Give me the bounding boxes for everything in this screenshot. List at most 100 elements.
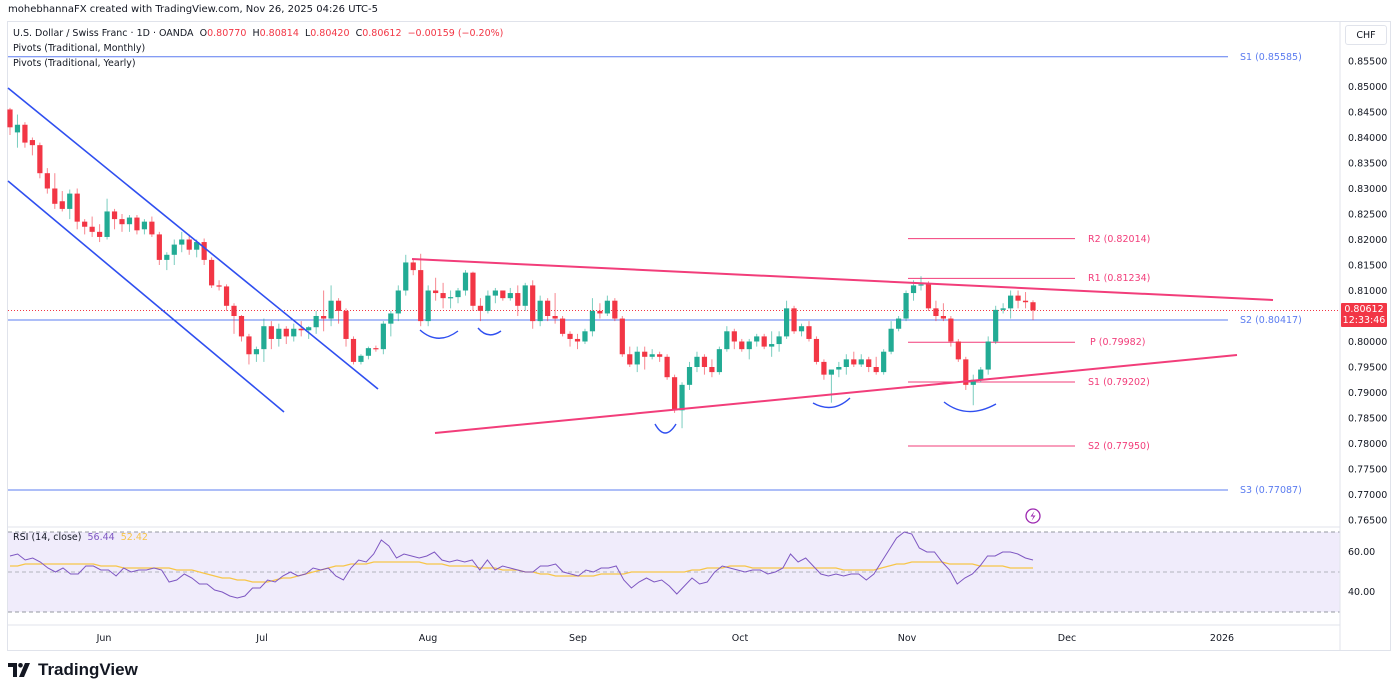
candle-up[interactable]: [276, 328, 282, 339]
candle-down[interactable]: [111, 211, 118, 220]
candle-down[interactable]: [791, 308, 797, 332]
candle-up[interactable]: [686, 367, 693, 385]
candle-up[interactable]: [589, 310, 596, 332]
candle-down[interactable]: [350, 338, 357, 362]
candle-up[interactable]: [918, 284, 924, 286]
candle-down[interactable]: [335, 300, 342, 311]
candle-up[interactable]: [910, 285, 917, 294]
candle-down[interactable]: [1030, 302, 1036, 311]
candle-up[interactable]: [395, 290, 401, 314]
candle-down[interactable]: [612, 300, 618, 319]
candle-down[interactable]: [238, 316, 245, 337]
candle-down[interactable]: [59, 201, 65, 209]
candle-up[interactable]: [1000, 308, 1006, 310]
candle-down[interactable]: [149, 221, 155, 235]
candle-down[interactable]: [209, 259, 215, 286]
candle-up[interactable]: [895, 318, 902, 329]
swing-low-arc-5[interactable]: [943, 401, 997, 413]
candle-down[interactable]: [731, 331, 737, 342]
candle-down[interactable]: [866, 359, 872, 367]
candle-up[interactable]: [171, 244, 177, 255]
candle-down[interactable]: [925, 284, 932, 309]
candle-down[interactable]: [223, 286, 230, 306]
candle-down[interactable]: [813, 338, 820, 362]
candle-down[interactable]: [7, 109, 13, 128]
candle-down[interactable]: [410, 262, 416, 271]
candle-down[interactable]: [963, 359, 969, 385]
candle-down[interactable]: [1022, 300, 1029, 303]
candle-up[interactable]: [881, 351, 887, 373]
candle-up[interactable]: [649, 354, 655, 357]
candle-down[interactable]: [851, 359, 857, 365]
candle-down[interactable]: [433, 290, 439, 294]
candle-up[interactable]: [858, 359, 864, 365]
candle-down[interactable]: [119, 219, 125, 225]
candle-up[interactable]: [798, 326, 805, 332]
candle-up[interactable]: [253, 349, 260, 355]
candle-down[interactable]: [343, 310, 349, 339]
candle-up[interactable]: [313, 316, 319, 328]
candle-down[interactable]: [268, 326, 274, 339]
candle-up[interactable]: [978, 369, 984, 380]
candle-down[interactable]: [552, 316, 558, 319]
candle-down[interactable]: [515, 293, 521, 306]
candle-down[interactable]: [37, 145, 43, 174]
candle-up[interactable]: [522, 285, 528, 306]
candle-down[interactable]: [216, 285, 222, 287]
candle-up[interactable]: [328, 300, 334, 319]
candle-up[interactable]: [507, 293, 513, 299]
candle-down[interactable]: [642, 351, 648, 357]
candle-up[interactable]: [724, 331, 730, 350]
candle-up[interactable]: [462, 272, 469, 291]
candle-down[interactable]: [597, 310, 603, 314]
candle-up[interactable]: [485, 295, 491, 311]
candle-down[interactable]: [761, 336, 767, 347]
price-axis[interactable]: 0.85500 0.85000 0.84500 0.84000 0.83500 0.830…: [1348, 57, 1387, 527]
candle-down[interactable]: [627, 354, 633, 365]
candle-down[interactable]: [418, 270, 424, 322]
triangle-lower-trendline[interactable]: [434, 354, 1238, 434]
candle-up[interactable]: [261, 326, 267, 350]
candle-down[interactable]: [82, 221, 88, 227]
candle-down[interactable]: [246, 336, 252, 355]
candle-down[interactable]: [559, 318, 566, 334]
candle-down[interactable]: [664, 356, 670, 378]
candle-up[interactable]: [716, 349, 722, 373]
candle-up[interactable]: [455, 290, 461, 298]
candle-up[interactable]: [746, 341, 752, 350]
candle-up[interactable]: [291, 328, 297, 337]
candle-up[interactable]: [694, 356, 700, 367]
candle-up[interactable]: [783, 308, 790, 337]
candle-up[interactable]: [179, 239, 185, 245]
candle-down[interactable]: [231, 305, 237, 316]
candle-up[interactable]: [14, 124, 21, 133]
candle-down[interactable]: [806, 326, 812, 339]
candle-down[interactable]: [821, 361, 827, 375]
candle-up[interactable]: [380, 323, 386, 350]
candle-down[interactable]: [470, 272, 476, 306]
candle-up[interactable]: [769, 344, 775, 347]
candle-up[interactable]: [358, 355, 364, 362]
candle-down[interactable]: [201, 242, 207, 260]
candle-down[interactable]: [97, 231, 103, 237]
candle-up[interactable]: [492, 290, 498, 296]
candle-down[interactable]: [1015, 295, 1021, 301]
candle-up[interactable]: [388, 313, 394, 324]
candle-down[interactable]: [373, 348, 379, 350]
candle-up[interactable]: [634, 351, 640, 365]
candle-down[interactable]: [298, 328, 304, 331]
candle-down[interactable]: [873, 367, 879, 373]
candle-up[interactable]: [1007, 295, 1014, 309]
candle-down[interactable]: [29, 140, 36, 146]
candle-down[interactable]: [283, 328, 289, 337]
candle-down[interactable]: [321, 316, 327, 319]
candle-down[interactable]: [530, 285, 536, 322]
candle-down[interactable]: [955, 341, 961, 360]
candle-up[interactable]: [306, 327, 312, 331]
candle-down[interactable]: [671, 377, 678, 411]
lightning-event-icon[interactable]: [1025, 508, 1041, 524]
candle-down[interactable]: [440, 293, 446, 299]
indicator-pivots-yearly[interactable]: Pivots (Traditional, Yearly): [13, 58, 136, 69]
candle-down[interactable]: [701, 356, 708, 367]
